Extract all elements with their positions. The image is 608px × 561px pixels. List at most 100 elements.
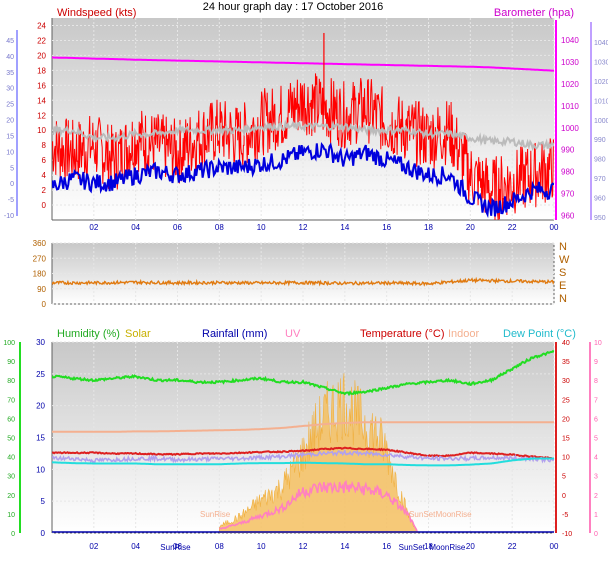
compass-label: E: [559, 280, 566, 292]
direction-tick-label: 90: [37, 285, 46, 294]
time-tick-label: 08: [215, 223, 224, 232]
uv-tick-label: 6: [594, 416, 598, 423]
wind-outer-tick-label: 30: [6, 86, 14, 93]
rain-tick-label: 10: [36, 465, 45, 474]
humidity-tick-label: 50: [7, 436, 15, 443]
dewpoint-line: [52, 457, 554, 467]
rain-tick-label: 15: [36, 434, 45, 443]
dayline-line: [52, 448, 554, 464]
uv-tick-label: 9: [594, 359, 598, 366]
uv-tick-label: 0: [594, 531, 598, 538]
barometer-tick-label: 1040: [561, 36, 579, 45]
barometer-tick-label: 970: [561, 190, 575, 199]
temperature-tick-label: 5: [562, 474, 566, 481]
uv-line: [219, 479, 418, 532]
temperature-tick-label: 20: [562, 416, 570, 423]
barometer-tick-label: 1030: [561, 58, 579, 67]
sun-moon-annotation: MoonRise: [436, 510, 473, 519]
compass-label: N: [559, 293, 567, 305]
windspeed-tick-label: 22: [37, 36, 46, 45]
barometer-tick-label: 960: [561, 212, 575, 221]
rain-tick-label: 30: [36, 338, 45, 347]
barometer-tick-label: 980: [561, 168, 575, 177]
wind-outer-tick-label: -10: [4, 213, 14, 220]
barometer-outer-tick-label: 950: [594, 215, 606, 222]
sun-moon-annotation: SunSet: [409, 510, 436, 519]
time-tick-label: 16: [382, 223, 391, 232]
barometer-axis-label: Barometer (hpa): [494, 7, 574, 19]
rainfall-label: Rainfall (mm): [202, 328, 267, 340]
humidity-tick-label: 100: [3, 340, 15, 347]
barometer-tick-label: 1000: [561, 124, 579, 133]
direction-panel-bg: [52, 243, 554, 304]
rain-tick-label: 0: [41, 529, 46, 538]
windspeed-tick-label: 0: [42, 201, 47, 210]
rain-tick-label: 25: [36, 370, 45, 379]
sun-moon-annotation: SunRise: [160, 543, 191, 552]
indoor-label: Indoor: [448, 328, 480, 340]
time-tick-label: 12: [299, 542, 308, 551]
barometer-outer-tick-label: 1010: [594, 98, 608, 105]
wind-outer-tick-label: 35: [6, 70, 14, 77]
windspeed-tick-label: 24: [37, 21, 46, 30]
chart-title: 24 hour graph day : 17 October 2016: [203, 1, 383, 13]
sun-moon-annotation: MoonRise: [429, 543, 466, 552]
time-tick-label: 20: [466, 542, 475, 551]
barometer-outer-tick-label: 1000: [594, 118, 608, 125]
time-tick-label: 18: [424, 223, 433, 232]
wind-outer-tick-label: -5: [8, 197, 14, 204]
time-tick-label: 20: [466, 223, 475, 232]
temperature-tick-label: 0: [562, 493, 566, 500]
rain-tick-label: 20: [36, 402, 45, 411]
humidity-tick-label: 0: [11, 531, 15, 538]
temperature-tick-label: -5: [562, 512, 568, 519]
temperature-tick-label: 25: [562, 397, 570, 404]
uv-tick-label: 5: [594, 436, 598, 443]
wind-outer-tick-label: 10: [6, 149, 14, 156]
time-tick-label: 02: [89, 542, 98, 551]
time-tick-label: 14: [340, 223, 349, 232]
temperature-tick-label: 10: [562, 455, 570, 462]
time-tick-label: 02: [89, 223, 98, 232]
barometer-outer-tick-label: 960: [594, 196, 606, 203]
windspeed-tick-label: 16: [37, 81, 46, 90]
windspeed-tick-label: 12: [37, 111, 46, 120]
barometer-tick-label: 1010: [561, 102, 579, 111]
sun-moon-annotation: SunSet: [399, 543, 426, 552]
rain-tick-label: 5: [41, 497, 46, 506]
uv-label: UV: [285, 328, 301, 340]
barometer-outer-tick-label: 1020: [594, 79, 608, 86]
time-tick-label: 12: [299, 223, 308, 232]
time-tick-label: 04: [131, 542, 140, 551]
windspeed-axis-label: Windspeed (kts): [57, 7, 136, 19]
gust-line: [52, 119, 554, 152]
windspeed-tick-label: 2: [42, 186, 47, 195]
time-tick-label: 00: [550, 542, 559, 551]
barometer-tick-label: 990: [561, 146, 575, 155]
uv-tick-label: 10: [594, 340, 602, 347]
barometer-outer-tick-label: 990: [594, 137, 606, 144]
humidity-tick-label: 40: [7, 455, 15, 462]
barometer-outer-tick-label: 980: [594, 157, 606, 164]
time-tick-label: 22: [508, 542, 517, 551]
time-tick-label: 18: [424, 542, 433, 551]
temperature-line: [52, 446, 554, 460]
average-line: [52, 142, 554, 219]
windspeed-tick-label: 20: [37, 51, 46, 60]
barometer-tick-label: 1020: [561, 80, 579, 89]
windspeed-tick-label: 14: [37, 96, 46, 105]
compass-label: N: [559, 241, 567, 253]
uv-tick-label: 8: [594, 378, 598, 385]
barometer-line: [52, 56, 554, 72]
temperature-tick-label: -10: [562, 531, 572, 538]
humidity-tick-label: 20: [7, 493, 15, 500]
compass-label: S: [559, 267, 566, 279]
direction-line: [52, 276, 554, 287]
windspeed-tick-label: 8: [42, 141, 47, 150]
uv-tick-label: 4: [594, 455, 598, 462]
indoor-line: [52, 421, 554, 433]
wind-outer-tick-label: 15: [6, 133, 14, 140]
barometer-outer-tick-label: 970: [594, 176, 606, 183]
